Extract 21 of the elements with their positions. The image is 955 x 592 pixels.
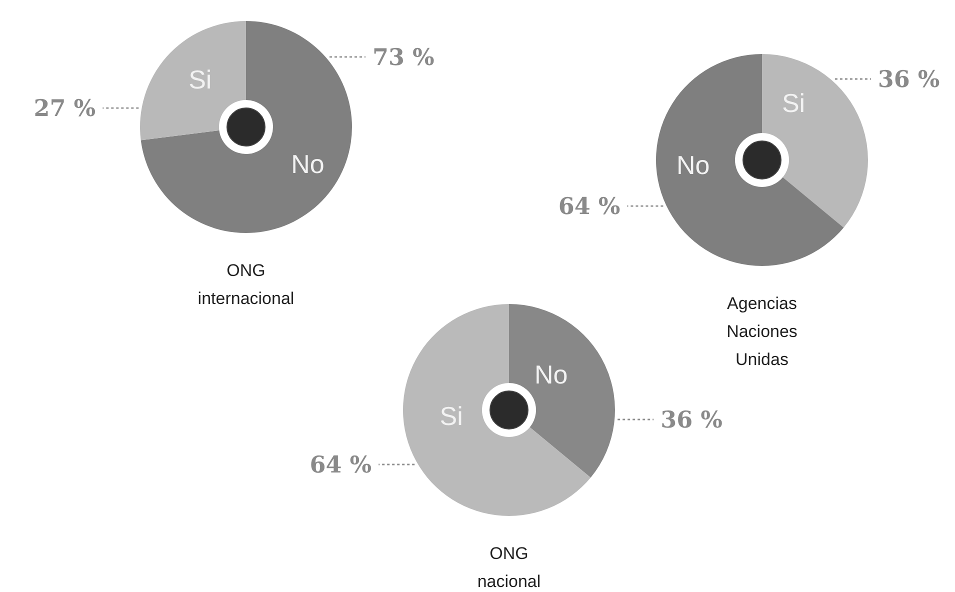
donut-slice: [762, 54, 868, 228]
donut-slice: [140, 21, 246, 140]
data-label: 73 %: [372, 43, 435, 70]
data-label: 36 %: [878, 65, 940, 92]
text: ONG internacional: [198, 260, 294, 308]
slice-label: No: [676, 150, 710, 180]
text: ONG nacional: [477, 544, 541, 590]
donut-slice: [509, 304, 615, 478]
slice-label: No: [534, 360, 568, 390]
donut-slice: [140, 21, 352, 233]
data-label: 36 %: [660, 406, 723, 433]
slice-label: Si: [782, 88, 806, 118]
slice-label: Si: [188, 64, 212, 95]
data-label: 64 %: [558, 192, 620, 220]
slice-label: Si: [440, 401, 463, 432]
donut-slice: [656, 54, 844, 266]
data-label: 27 %: [34, 94, 96, 122]
donut-slice: [403, 304, 591, 516]
text: Agencias Naciones Unidas: [726, 294, 798, 368]
data-label: 64 %: [310, 451, 372, 478]
slice-label: No: [291, 149, 324, 180]
